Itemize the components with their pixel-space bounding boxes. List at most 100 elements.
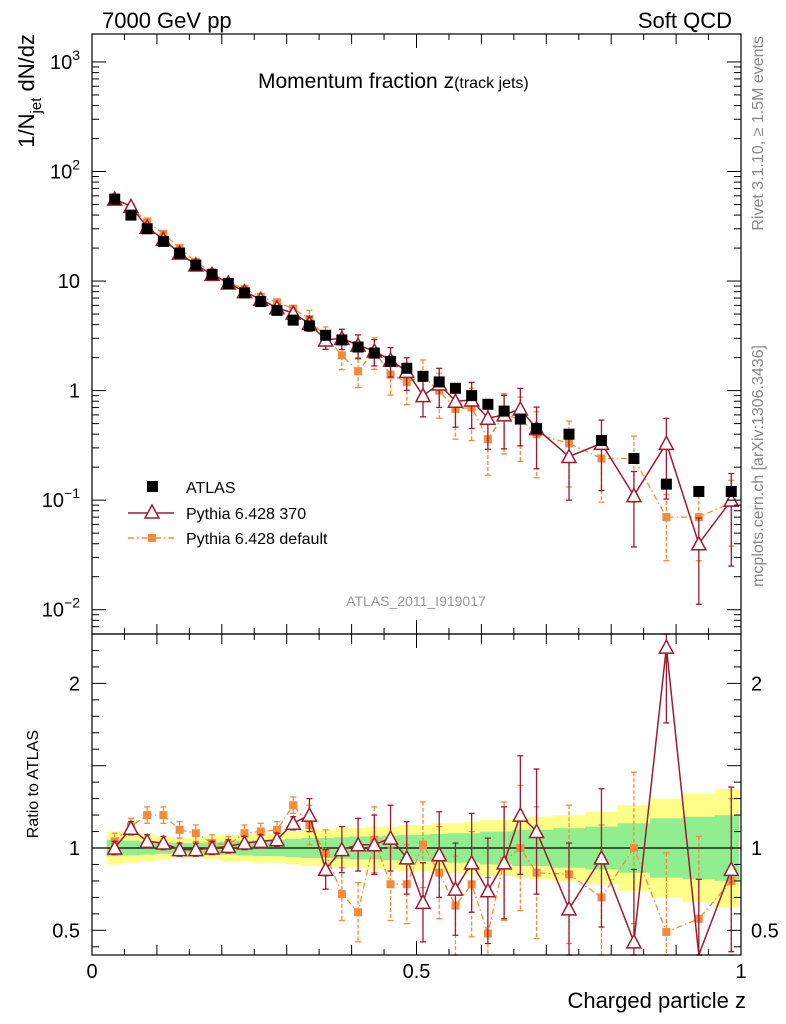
p370-ratio-point [349, 836, 367, 852]
p370-ratio-point [138, 832, 156, 849]
atlas-main-point [368, 347, 380, 359]
p370-ratio-point [268, 831, 286, 847]
y-tick-label: 103 [50, 47, 80, 74]
atlas-main-point [531, 423, 543, 435]
p370-ratio-point [560, 900, 578, 916]
p370-ratio-point [723, 860, 740, 877]
ratio-y-axis-label: Ratio to ATLAS [25, 730, 42, 838]
rivet-version-label: Rivet 3.1.10, ≥ 1.5M events [750, 36, 767, 231]
p370-ratio-point [528, 822, 545, 839]
legend: ATLAS Pythia 6.428 370 Pythia 6.428 defa… [128, 480, 328, 548]
atlas-main-point [141, 223, 153, 235]
pdef-main-point [354, 367, 363, 376]
pdef-ratio-point [418, 840, 427, 849]
mcplots-label: mcplots.cern.ch [arXiv:1306.3436] [750, 345, 767, 587]
atlas-main-point [336, 334, 348, 346]
header-energy-label: 7000 GeV pp [102, 8, 232, 33]
p370-ratio-point [171, 841, 188, 857]
pdef-ratio-point [386, 880, 395, 889]
atlas-main-point [449, 382, 461, 394]
p370-ratio-point [658, 638, 675, 654]
p370-ratio-point [333, 841, 351, 857]
pdef-ratio-point [289, 801, 298, 810]
pdef-ratio-point [240, 829, 249, 838]
p370-ratio-point [512, 806, 529, 822]
analysis-id-label: ATLAS_2011_I919017 [346, 593, 486, 609]
pdef-ratio-point [159, 811, 168, 820]
atlas-main-point [206, 268, 218, 280]
atlas-main-point [595, 435, 607, 447]
atlas-main-point [271, 304, 283, 316]
ratio-y-tick-label: 2 [69, 673, 80, 695]
p370-ratio-point [366, 836, 383, 852]
atlas-main-point [693, 485, 705, 497]
ratio-y-tick-label-right: 1 [751, 838, 762, 860]
atlas-main-point [514, 413, 526, 425]
p370-ratio-point [187, 841, 205, 857]
p370-ratio-point [625, 933, 643, 949]
atlas-main-point [482, 398, 494, 410]
atlas-main-point [190, 259, 202, 271]
p370-main-point [658, 434, 675, 451]
p370-main-point [690, 535, 708, 551]
p370-ratio-point [252, 832, 269, 849]
header-category-label: Soft QCD [638, 8, 732, 33]
atlas-main-point [401, 362, 413, 374]
p370-ratio-point [414, 893, 432, 910]
pdef-main-point [662, 513, 671, 522]
pdef-main-line [114, 196, 732, 518]
atlas-main-point [563, 428, 575, 440]
legend-atlas-label: ATLAS [186, 480, 236, 497]
y-tick-label: 10−1 [42, 485, 80, 512]
atlas-main-point [320, 329, 332, 341]
atlas-main-point [255, 296, 267, 308]
pdef-ratio-point [337, 890, 346, 899]
p370-main-point [414, 387, 432, 403]
p370-ratio-point [463, 854, 480, 870]
pdef-ratio-point [662, 927, 671, 936]
atlas-main-point [239, 287, 251, 299]
legend-atlas-marker [147, 481, 158, 492]
atlas-main-point [125, 209, 137, 221]
atlas-main-point [352, 341, 364, 353]
y-tick-label: 10 [58, 271, 80, 293]
x-axis-label: Charged particle z [567, 988, 746, 1013]
p370-ratio-point [317, 860, 334, 877]
p370-ratio-point [495, 854, 513, 870]
pdef-main-point [694, 513, 703, 522]
atlas-main-point [628, 452, 640, 464]
atlas-main-point [417, 370, 429, 382]
atlas-main-point [498, 405, 510, 417]
ratio-y-tick-label: 1 [69, 838, 80, 860]
series-atlas [109, 193, 737, 497]
p370-ratio-point [301, 806, 318, 822]
y-tick-label: 10−2 [42, 595, 80, 622]
pdef-ratio-point [629, 844, 638, 852]
p370-main-point [447, 392, 464, 408]
pdef-ratio-point [143, 811, 152, 820]
pdef-main-point [337, 351, 346, 360]
legend-p370-marker [143, 503, 161, 519]
p370-ratio-point [122, 819, 140, 835]
ratio-y-tick-label-right: 0.5 [751, 920, 779, 942]
p370-ratio-point [203, 839, 221, 855]
p370-ratio-point [284, 814, 302, 831]
main-y-axis-label: 1/Njet dN/dz [14, 34, 45, 148]
p370-ratio-point [430, 846, 448, 862]
p370-ratio-point [155, 834, 172, 850]
atlas-main-point [385, 355, 397, 367]
p370-main-point [512, 400, 529, 416]
plot-title: Momentum fraction z(track jets) [258, 70, 529, 93]
pdef-ratio-point [191, 829, 200, 838]
x-tick-label: 1 [735, 961, 746, 983]
pdef-ratio-point [354, 908, 363, 917]
p370-ratio-point [236, 834, 253, 850]
legend-pdef-label: Pythia 6.428 default [186, 531, 328, 548]
legend-p370-label: Pythia 6.428 370 [186, 506, 306, 523]
atlas-main-point [725, 485, 737, 497]
p370-ratio-point [398, 849, 416, 865]
y-tick-label: 102 [50, 157, 80, 184]
p370-main-point [479, 409, 497, 425]
atlas-main-point [174, 247, 186, 259]
